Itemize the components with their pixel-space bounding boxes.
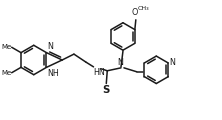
Text: S: S	[103, 84, 110, 95]
Text: NH: NH	[47, 69, 59, 78]
Text: N: N	[117, 58, 123, 67]
Text: HN: HN	[93, 68, 105, 77]
Text: O: O	[132, 8, 138, 17]
Text: N: N	[47, 42, 53, 51]
Text: Me: Me	[1, 70, 11, 76]
Text: Me: Me	[1, 44, 11, 50]
Text: N: N	[169, 58, 175, 67]
Text: CH₃: CH₃	[138, 6, 149, 11]
